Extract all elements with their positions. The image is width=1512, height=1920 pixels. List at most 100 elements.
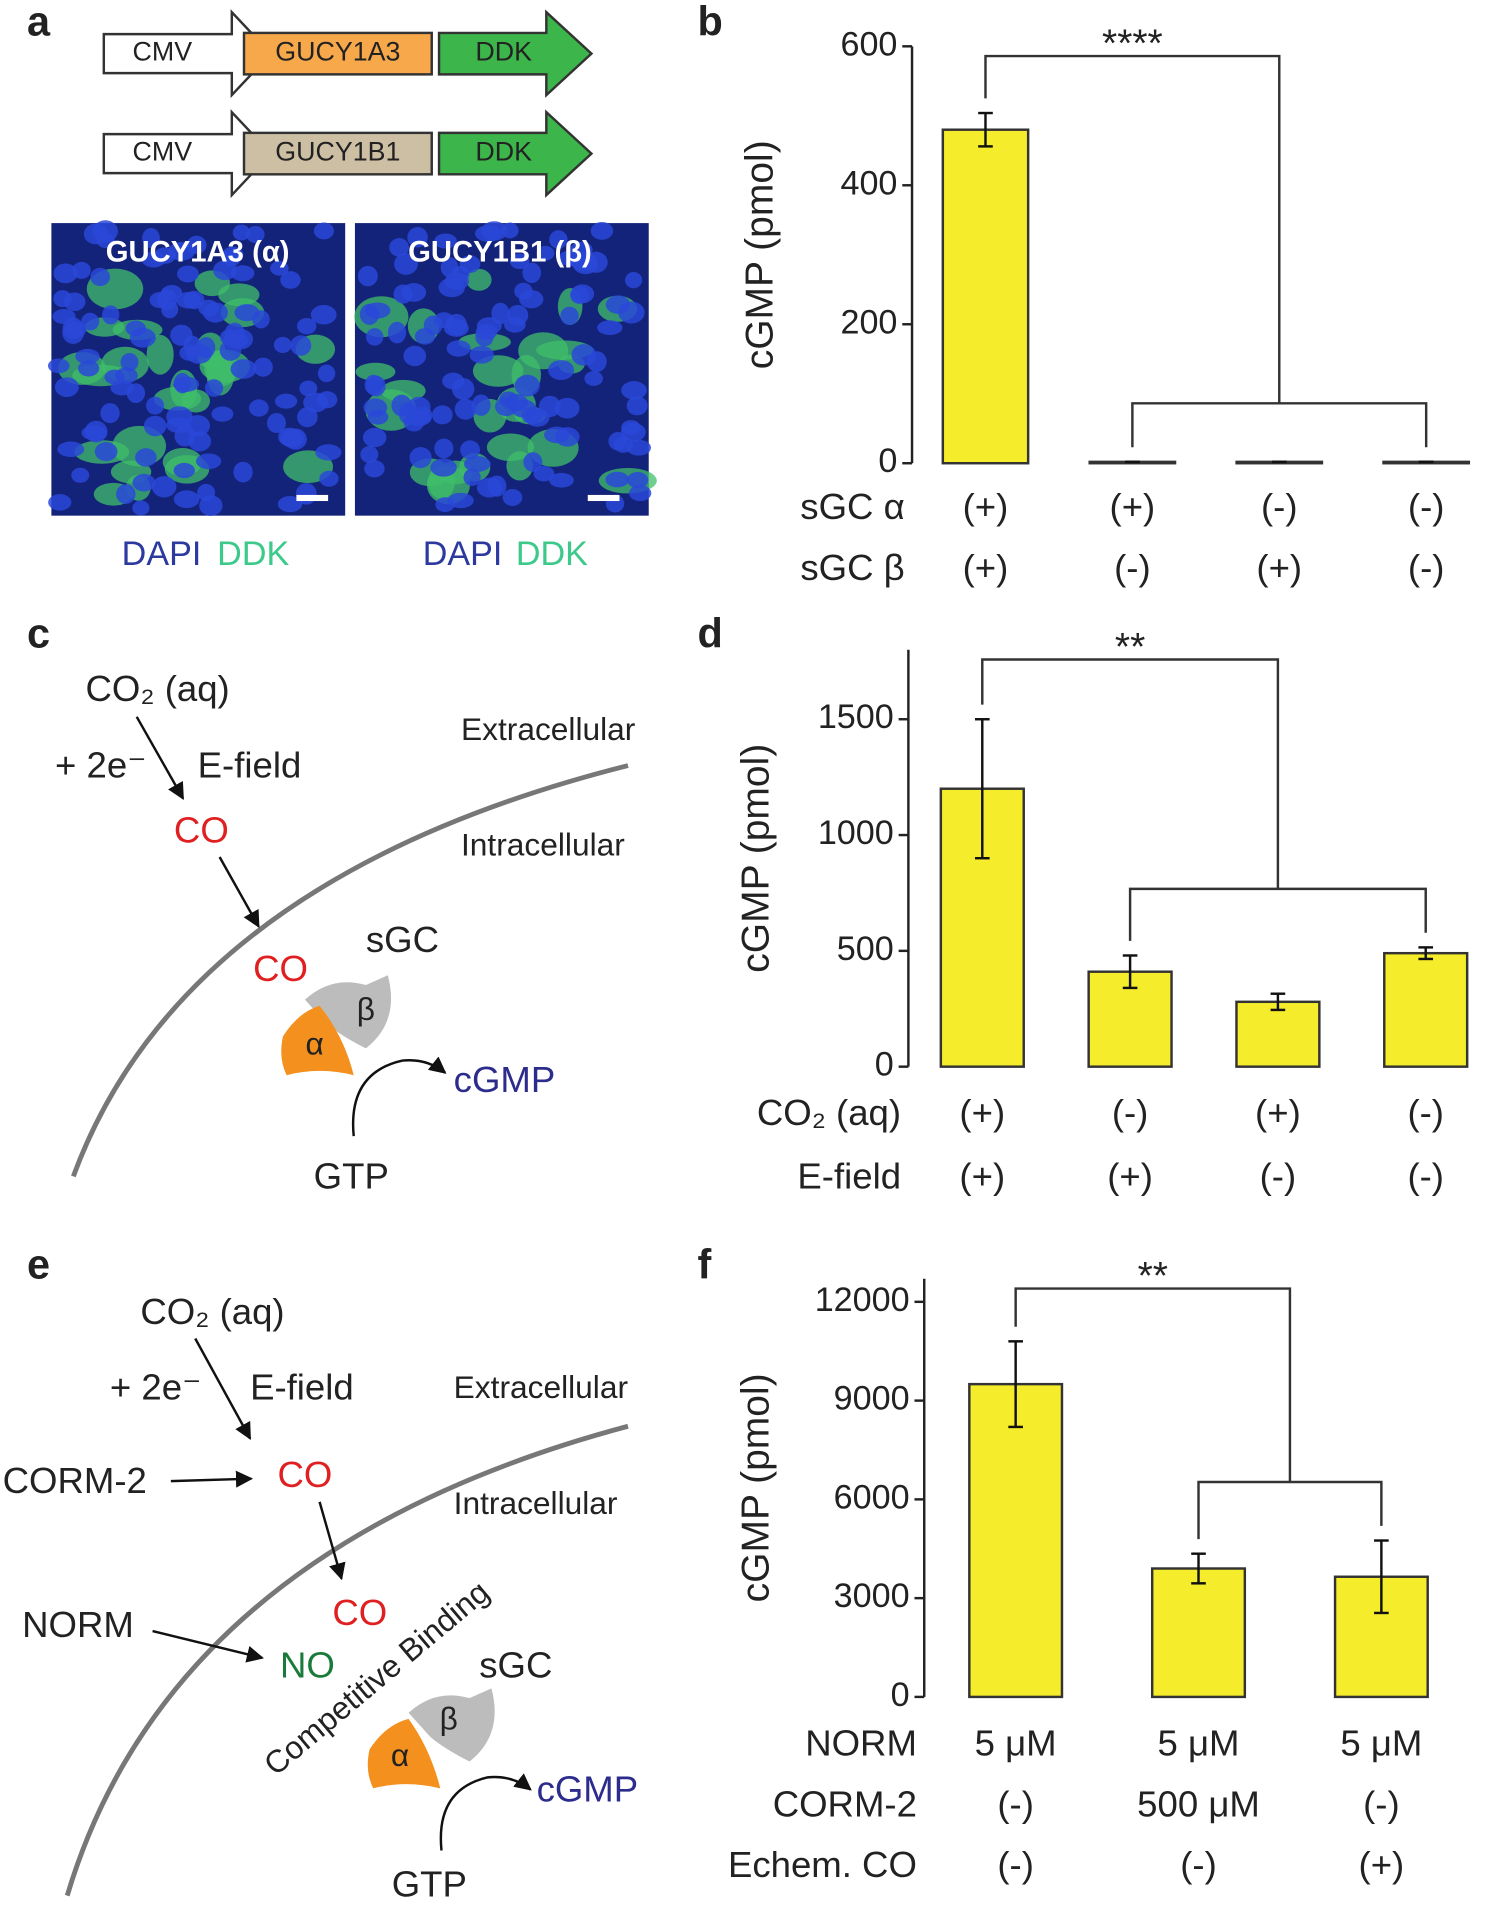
- label: NORM: [22, 1604, 134, 1645]
- nucleus: [463, 456, 491, 472]
- nucleus: [234, 304, 260, 322]
- y-tick-label: 12000: [815, 1281, 910, 1319]
- membrane: [64, 1423, 629, 1897]
- nucleus: [471, 394, 491, 416]
- condition-label: (-): [1407, 1092, 1444, 1133]
- condition-label: (+): [1256, 547, 1302, 588]
- error-bar: [1418, 946, 1434, 961]
- condition-label: 5 μM: [1157, 1722, 1239, 1763]
- label: + 2e⁻: [110, 1366, 201, 1407]
- tag-arrow: [437, 109, 594, 198]
- nucleus: [364, 460, 385, 478]
- nucleus: [116, 484, 136, 505]
- y-tick-label: 600: [840, 25, 897, 63]
- label: CORM-2: [3, 1460, 147, 1501]
- significance-bracket: [1197, 1480, 1383, 1540]
- label: Extracellular: [454, 1369, 629, 1405]
- nucleus: [176, 292, 201, 309]
- nucleus: [387, 321, 407, 344]
- nucleus: [102, 305, 120, 325]
- nucleus: [502, 489, 523, 507]
- label: Extracellular: [461, 711, 636, 747]
- nucleus: [549, 230, 568, 249]
- cell-body: [355, 362, 396, 381]
- nucleus: [299, 380, 318, 397]
- significance-label: **: [1138, 1255, 1168, 1298]
- bar: [1383, 951, 1469, 1068]
- arrow: [439, 1773, 532, 1851]
- label: + 2e⁻: [55, 745, 146, 786]
- nucleus: [213, 260, 237, 281]
- nucleus: [435, 497, 455, 513]
- panel-label: f: [697, 1241, 711, 1288]
- arrow: [152, 1629, 264, 1663]
- condition-label: (+): [1359, 1844, 1405, 1885]
- label: Intracellular: [454, 1485, 618, 1521]
- nucleus: [280, 271, 301, 289]
- significance-bracket: [1131, 402, 1428, 448]
- condition-name: sGC β: [800, 547, 904, 588]
- y-tick-label: 200: [840, 303, 897, 341]
- nucleus: [110, 379, 134, 396]
- label: β: [440, 1701, 458, 1737]
- condition-label: (-): [997, 1783, 1034, 1824]
- nucleus: [357, 265, 378, 287]
- significance-label: ****: [1102, 23, 1163, 66]
- nucleus: [536, 245, 555, 261]
- label: α: [306, 1025, 324, 1061]
- nucleus: [626, 396, 648, 416]
- stain-label: DDK: [516, 535, 588, 573]
- nucleus: [504, 317, 526, 333]
- nucleus: [170, 324, 193, 346]
- condition-label: (-): [1261, 486, 1298, 527]
- nucleus: [570, 286, 589, 304]
- condition-label: (-): [1112, 1092, 1149, 1133]
- nucleus: [434, 233, 457, 249]
- nucleus: [590, 221, 614, 240]
- nucleus: [414, 328, 436, 345]
- nucleus: [549, 472, 574, 488]
- nucleus: [279, 428, 304, 448]
- nucleus: [605, 471, 630, 488]
- nucleus: [296, 317, 317, 335]
- nucleus: [474, 225, 502, 242]
- nucleus: [605, 295, 631, 314]
- condition-label: (+): [959, 1155, 1005, 1196]
- micrographs: [47, 220, 657, 516]
- bar: [1150, 1567, 1247, 1699]
- nucleus: [475, 323, 498, 340]
- significance-bracket: [981, 658, 1280, 889]
- condition-label: 5 μM: [975, 1722, 1057, 1763]
- label: CO₂ (aq): [140, 1291, 284, 1332]
- diagram-c: CO₂ (aq) + 2e⁻ E-field CO Extracellular …: [55, 668, 636, 1197]
- condition-name: sGC α: [800, 486, 904, 527]
- nucleus: [317, 391, 338, 409]
- nucleus: [53, 263, 78, 284]
- nucleus: [78, 360, 100, 377]
- nucleus: [560, 306, 579, 326]
- condition-label: (-): [997, 1844, 1034, 1885]
- nucleus: [389, 238, 410, 257]
- nucleus: [253, 357, 273, 377]
- nucleus: [514, 374, 540, 397]
- nucleus: [317, 364, 336, 383]
- nucleus: [571, 344, 597, 366]
- alpha-subunit: [367, 1718, 441, 1789]
- nucleus: [274, 393, 298, 409]
- nucleus: [460, 440, 480, 460]
- nucleus: [393, 284, 413, 304]
- panel-label: e: [27, 1241, 50, 1288]
- nucleus: [621, 381, 647, 400]
- nucleus: [626, 472, 649, 489]
- label: CO: [253, 948, 308, 989]
- nucleus: [188, 431, 212, 452]
- nucleus: [54, 377, 79, 397]
- nucleus: [548, 360, 575, 380]
- nucleus: [487, 475, 507, 497]
- panel-label: d: [697, 609, 722, 656]
- nucleus: [533, 466, 555, 482]
- construct-label: CMV: [133, 137, 193, 167]
- nucleus: [407, 227, 428, 248]
- nucleus: [624, 272, 643, 289]
- error-bar: [1008, 1340, 1023, 1429]
